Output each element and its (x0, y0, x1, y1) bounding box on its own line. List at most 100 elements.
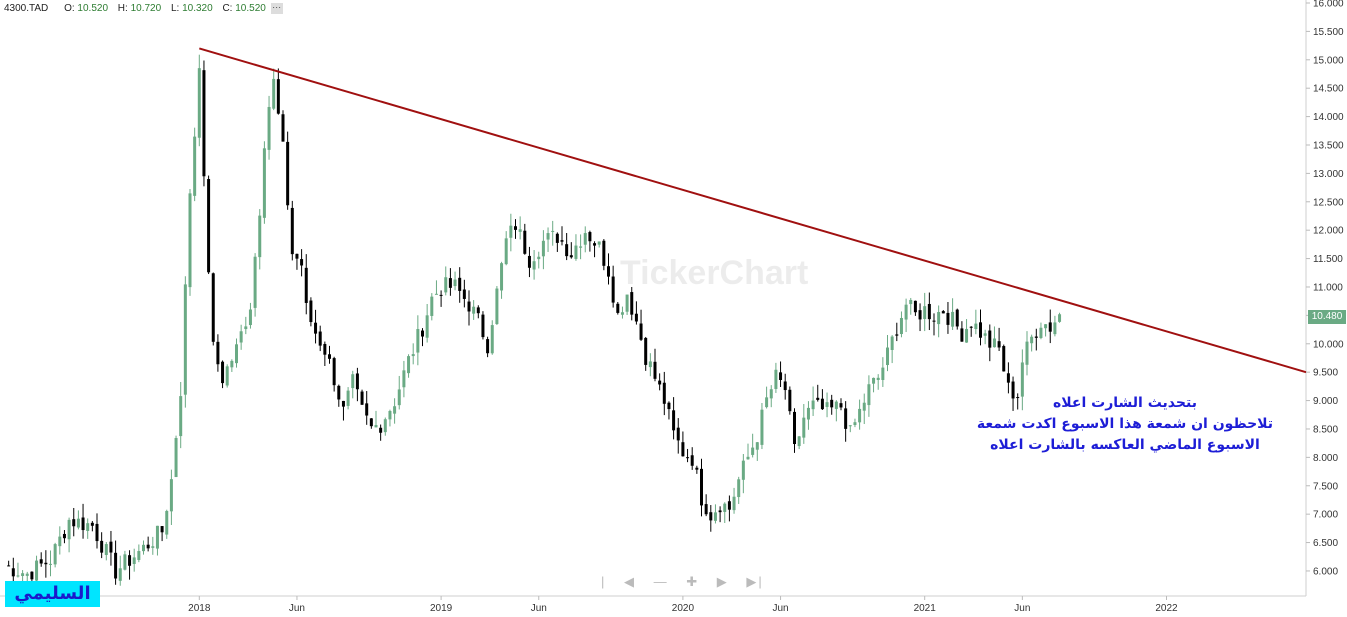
candle-body (918, 310, 922, 320)
candle-body (718, 510, 722, 513)
candle-body (616, 303, 620, 313)
close-value: 10.520 (235, 3, 266, 15)
candle-body (25, 573, 29, 576)
candle-body (504, 238, 508, 265)
candle-body (969, 326, 973, 328)
separator-icon: | (601, 574, 607, 589)
annotation-line: تلاحظون ان شمعة هذا الاسبوع اكدت شمعة (976, 416, 1274, 432)
symbol-label: 4300.TAD (4, 3, 49, 15)
open-value: 10.520 (77, 3, 109, 15)
candle-body (272, 78, 276, 109)
zoom-in-icon[interactable]: ✚ (686, 574, 700, 589)
y-tick-label: 16.000 (1313, 0, 1344, 10)
plot-area (0, 0, 1306, 596)
candle-body (467, 301, 471, 312)
candle-body (979, 322, 982, 338)
high-value: 10.720 (130, 3, 162, 15)
candle-body (937, 311, 941, 325)
candle-body (434, 293, 438, 295)
candle-body (923, 306, 927, 320)
y-tick-label: 12.500 (1313, 197, 1344, 208)
candle-body (193, 136, 197, 196)
candle-body (397, 389, 401, 406)
candle-body (779, 372, 783, 380)
candle-body (611, 276, 615, 303)
candle-body (476, 307, 480, 314)
y-tick-label: 15.500 (1313, 27, 1344, 38)
candle-body (235, 344, 238, 364)
candle-body (211, 273, 215, 342)
candle-body (872, 377, 876, 384)
trendline-group (199, 47, 1307, 374)
candle-body (551, 230, 555, 232)
candle-body (388, 410, 392, 420)
zoom-out-icon[interactable]: — (653, 574, 669, 589)
candle-body (151, 546, 155, 548)
annotation-line: الاسبوع الماضي العاكسه بالشارت اعلاه (990, 437, 1260, 453)
candle-body (481, 314, 485, 338)
candle-body (276, 79, 280, 114)
chart-navigation: | ◀ — ✚ ▶ ▶| (595, 574, 770, 590)
annotation-line: بتحديث الشارت اعلاه (1053, 395, 1197, 411)
candle-body (114, 552, 118, 579)
candle-body (862, 402, 866, 411)
candle-body (286, 141, 290, 206)
x-tick-label: 2018 (188, 603, 211, 614)
y-tick-label: 13.500 (1313, 140, 1344, 151)
candle-body (444, 277, 448, 293)
candle-body (607, 266, 610, 277)
candle-body (262, 148, 266, 218)
candle-body (81, 517, 85, 531)
candle-body (1048, 322, 1052, 332)
candle-body (579, 246, 583, 248)
annotation-text: بتحديث الشارت اعلاه تلاحظون ان شمعة هذا … (960, 393, 1290, 456)
candle-body (253, 256, 257, 308)
y-tick-label: 15.000 (1313, 55, 1344, 66)
candle-body (309, 300, 313, 323)
candle-body (574, 245, 578, 259)
candle-body (639, 323, 643, 340)
end-icon[interactable]: ▶| (746, 574, 764, 589)
candle-body (686, 457, 690, 459)
candle-body (988, 330, 992, 348)
candle-body (58, 536, 62, 547)
candle-body (913, 300, 917, 313)
candle-body (932, 320, 936, 322)
candle-body (281, 114, 285, 142)
candle-body (174, 438, 178, 478)
candle-body (853, 422, 857, 426)
candle-body (523, 230, 527, 254)
candles-group (7, 54, 1062, 587)
candle-body (732, 496, 736, 511)
candle-body (146, 544, 150, 549)
candle-body (248, 309, 252, 326)
candle-body (458, 277, 462, 291)
x-tick-label: 2021 (914, 603, 937, 614)
candle-body (709, 512, 713, 521)
candle-body (867, 384, 871, 406)
candle-body (1016, 397, 1020, 399)
left-arrow-icon[interactable]: ◀ (624, 574, 637, 589)
ohlc-header: 4300.TAD O: 10.520 H: 10.720 L: 10.320 C… (4, 3, 283, 14)
candle-body (1025, 341, 1029, 365)
candle-body (541, 240, 545, 257)
y-tick-label: 9.000 (1313, 396, 1338, 407)
candle-body (425, 315, 429, 338)
candle-body (899, 317, 903, 335)
candle-body (727, 501, 731, 510)
candle-body (565, 244, 569, 257)
candle-body (751, 447, 755, 455)
x-tick-label: Jun (289, 603, 305, 614)
candle-body (695, 467, 699, 470)
candle-body (723, 503, 727, 512)
candle-body (314, 322, 318, 334)
candle-body (593, 243, 597, 246)
candle-body (625, 294, 629, 312)
candle-body (737, 479, 741, 498)
right-arrow-icon[interactable]: ▶ (716, 574, 729, 589)
more-options-icon[interactable]: ⋯ (270, 2, 283, 14)
candle-body (448, 278, 452, 288)
x-tick-label: 2019 (430, 603, 453, 614)
candle-body (700, 468, 703, 506)
